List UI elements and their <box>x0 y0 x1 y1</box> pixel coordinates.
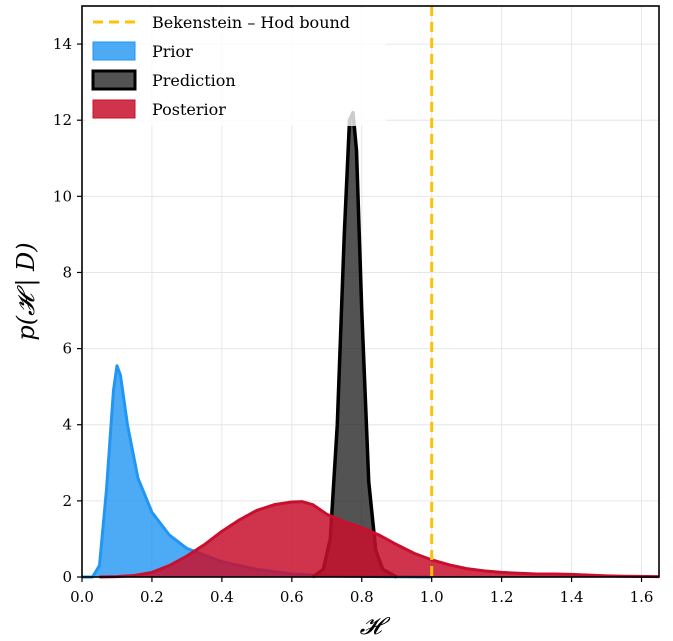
x-tick-label: 1.4 <box>560 588 584 606</box>
series-posterior-area <box>99 501 660 577</box>
legend-label: Prediction <box>152 71 236 90</box>
ticks: 0.0 0.2 0.4 0.6 0.8 1.0 1.2 1.4 1.6 0 2 4 6 8 10 12 14 <box>53 35 654 606</box>
series-posterior-line <box>99 500 660 579</box>
legend-label: Bekenstein – Hod bound <box>152 13 350 32</box>
y-tick-label: 8 <box>62 263 72 281</box>
legend: Bekenstein – Hod bound Prior Prediction Pos… <box>86 8 386 126</box>
legend-swatch-prediction <box>91 69 137 91</box>
x-tick-label: 0.6 <box>280 588 304 606</box>
y-tick-label: 6 <box>62 340 72 358</box>
y-tick-label: 4 <box>62 416 72 434</box>
y-tick-label: 0 <box>62 568 72 586</box>
legend-swatch-posterior <box>92 99 136 119</box>
legend-background <box>86 8 386 126</box>
x-tick-label: 1.0 <box>420 588 444 606</box>
y-tick-label: 12 <box>53 111 72 129</box>
x-tick-label: 0.2 <box>140 588 164 606</box>
x-tick-label: 0.4 <box>210 588 234 606</box>
x-tick-label: 1.2 <box>490 588 514 606</box>
x-tick-label: 0.8 <box>350 588 374 606</box>
y-axis-label: p(𝓗 | D) <box>12 242 41 340</box>
legend-label: Prior <box>152 42 193 61</box>
x-axis-label: 𝓗 <box>360 612 391 640</box>
x-tick-label: 1.6 <box>630 588 654 606</box>
legend-swatch-prior <box>92 41 136 61</box>
y-tick-label: 14 <box>53 35 72 53</box>
y-tick-label: 10 <box>53 187 72 205</box>
y-tick-label: 2 <box>62 492 72 510</box>
series-prediction-area <box>312 112 397 577</box>
x-tick-label: 0.0 <box>70 588 94 606</box>
series-prior-area <box>82 365 432 577</box>
plot-frame <box>81 5 660 578</box>
legend-label: Posterior <box>152 100 226 119</box>
series-layer <box>82 110 660 579</box>
